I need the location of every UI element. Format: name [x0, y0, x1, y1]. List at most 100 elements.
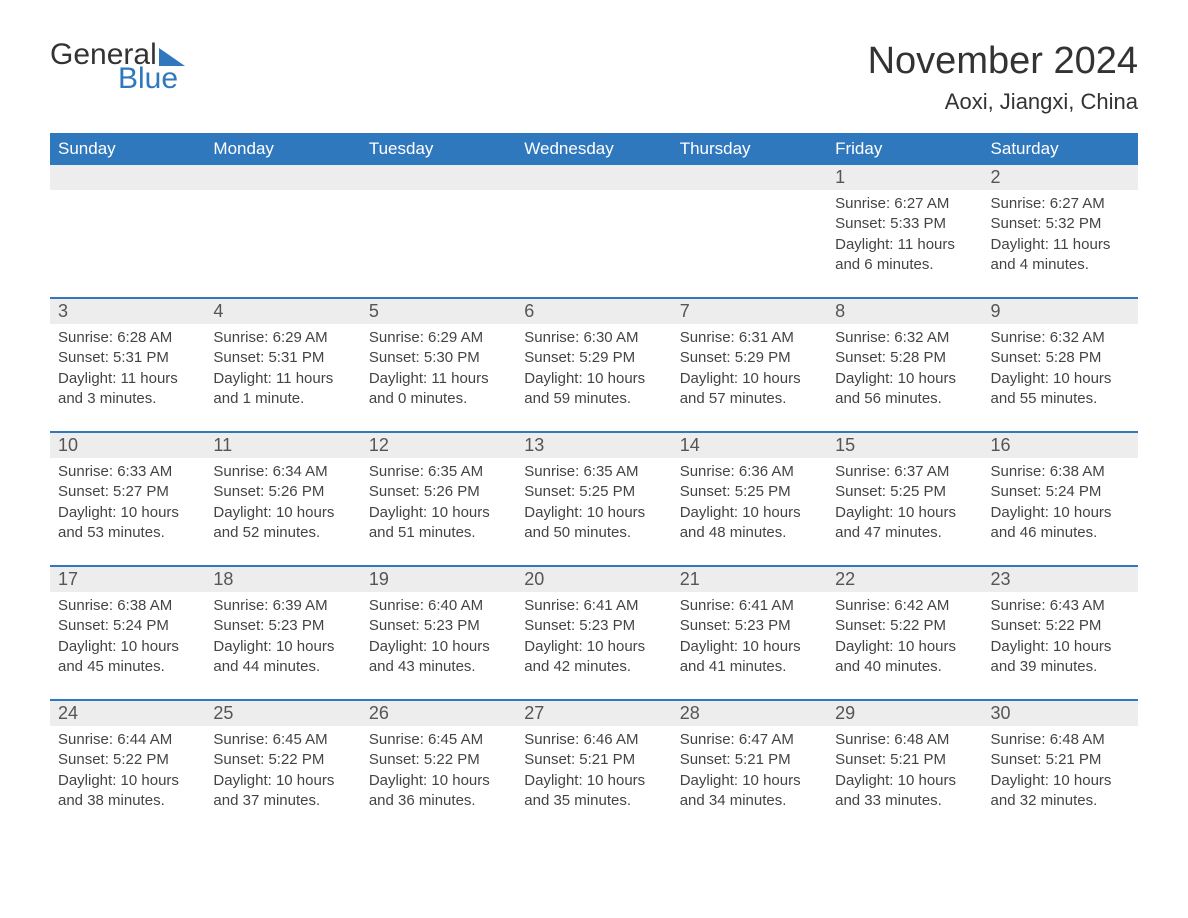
day-number-cell: 24 [50, 700, 205, 726]
sunrise-line: Sunrise: 6:33 AM [58, 462, 197, 482]
sunset-line: Sunset: 5:31 PM [213, 348, 352, 368]
day-number-cell: 3 [50, 298, 205, 324]
sunrise-line: Sunrise: 6:48 AM [991, 730, 1130, 750]
day-number-cell [672, 165, 827, 190]
day-body-cell: Sunrise: 6:29 AMSunset: 5:30 PMDaylight:… [361, 324, 516, 432]
day-body-cell: Sunrise: 6:32 AMSunset: 5:28 PMDaylight:… [827, 324, 982, 432]
daylight-line: Daylight: 10 hours and 44 minutes. [213, 637, 352, 678]
day-body-cell: Sunrise: 6:27 AMSunset: 5:33 PMDaylight:… [827, 190, 982, 298]
sunset-line: Sunset: 5:24 PM [991, 482, 1130, 502]
day-number-cell: 8 [827, 298, 982, 324]
weekday-header: Friday [827, 133, 982, 165]
day-number-cell: 16 [983, 432, 1138, 458]
daylight-line: Daylight: 10 hours and 42 minutes. [524, 637, 663, 678]
sunrise-line: Sunrise: 6:41 AM [524, 596, 663, 616]
day-body-row: Sunrise: 6:44 AMSunset: 5:22 PMDaylight:… [50, 726, 1138, 834]
daylight-line: Daylight: 10 hours and 38 minutes. [58, 771, 197, 812]
daylight-line: Daylight: 10 hours and 47 minutes. [835, 503, 974, 544]
sunset-line: Sunset: 5:21 PM [991, 750, 1130, 770]
weekday-header: Sunday [50, 133, 205, 165]
day-body-cell: Sunrise: 6:46 AMSunset: 5:21 PMDaylight:… [516, 726, 671, 834]
daylight-line: Daylight: 10 hours and 33 minutes. [835, 771, 974, 812]
day-number-cell: 17 [50, 566, 205, 592]
sunrise-line: Sunrise: 6:47 AM [680, 730, 819, 750]
day-number-cell: 15 [827, 432, 982, 458]
sunset-line: Sunset: 5:30 PM [369, 348, 508, 368]
sunrise-line: Sunrise: 6:31 AM [680, 328, 819, 348]
day-number-cell: 25 [205, 700, 360, 726]
day-number-cell: 22 [827, 566, 982, 592]
sunrise-line: Sunrise: 6:30 AM [524, 328, 663, 348]
day-number-cell: 28 [672, 700, 827, 726]
logo-text-blue: Blue [118, 64, 185, 94]
sunrise-line: Sunrise: 6:40 AM [369, 596, 508, 616]
daylight-line: Daylight: 10 hours and 32 minutes. [991, 771, 1130, 812]
sunset-line: Sunset: 5:25 PM [524, 482, 663, 502]
daylight-line: Daylight: 10 hours and 48 minutes. [680, 503, 819, 544]
sunset-line: Sunset: 5:25 PM [680, 482, 819, 502]
daylight-line: Daylight: 10 hours and 37 minutes. [213, 771, 352, 812]
day-body-cell: Sunrise: 6:47 AMSunset: 5:21 PMDaylight:… [672, 726, 827, 834]
weekday-header: Saturday [983, 133, 1138, 165]
daylight-line: Daylight: 10 hours and 45 minutes. [58, 637, 197, 678]
day-body-cell: Sunrise: 6:41 AMSunset: 5:23 PMDaylight:… [672, 592, 827, 700]
day-number-cell: 5 [361, 298, 516, 324]
sunset-line: Sunset: 5:33 PM [835, 214, 974, 234]
day-body-cell: Sunrise: 6:44 AMSunset: 5:22 PMDaylight:… [50, 726, 205, 834]
sunset-line: Sunset: 5:22 PM [213, 750, 352, 770]
day-number-row: 12 [50, 165, 1138, 190]
sunset-line: Sunset: 5:22 PM [58, 750, 197, 770]
day-number-cell: 26 [361, 700, 516, 726]
daylight-line: Daylight: 11 hours and 1 minute. [213, 369, 352, 410]
day-number-row: 17181920212223 [50, 566, 1138, 592]
sunset-line: Sunset: 5:29 PM [680, 348, 819, 368]
daylight-line: Daylight: 10 hours and 36 minutes. [369, 771, 508, 812]
sunset-line: Sunset: 5:28 PM [991, 348, 1130, 368]
month-title: November 2024 [868, 40, 1138, 83]
day-number-cell: 7 [672, 298, 827, 324]
sunrise-line: Sunrise: 6:42 AM [835, 596, 974, 616]
weekday-header-row: SundayMondayTuesdayWednesdayThursdayFrid… [50, 133, 1138, 165]
sunset-line: Sunset: 5:26 PM [213, 482, 352, 502]
sunrise-line: Sunrise: 6:46 AM [524, 730, 663, 750]
day-body-cell: Sunrise: 6:34 AMSunset: 5:26 PMDaylight:… [205, 458, 360, 566]
day-body-cell: Sunrise: 6:38 AMSunset: 5:24 PMDaylight:… [50, 592, 205, 700]
day-body-cell: Sunrise: 6:31 AMSunset: 5:29 PMDaylight:… [672, 324, 827, 432]
day-body-cell: Sunrise: 6:41 AMSunset: 5:23 PMDaylight:… [516, 592, 671, 700]
daylight-line: Daylight: 10 hours and 53 minutes. [58, 503, 197, 544]
day-number-cell: 6 [516, 298, 671, 324]
day-body-cell: Sunrise: 6:35 AMSunset: 5:26 PMDaylight:… [361, 458, 516, 566]
day-body-cell: Sunrise: 6:27 AMSunset: 5:32 PMDaylight:… [983, 190, 1138, 298]
day-body-cell: Sunrise: 6:39 AMSunset: 5:23 PMDaylight:… [205, 592, 360, 700]
day-number-cell: 1 [827, 165, 982, 190]
day-number-cell: 2 [983, 165, 1138, 190]
sunrise-line: Sunrise: 6:38 AM [58, 596, 197, 616]
day-number-cell [205, 165, 360, 190]
sunrise-line: Sunrise: 6:41 AM [680, 596, 819, 616]
sunrise-line: Sunrise: 6:27 AM [835, 194, 974, 214]
day-number-cell: 30 [983, 700, 1138, 726]
day-body-cell: Sunrise: 6:43 AMSunset: 5:22 PMDaylight:… [983, 592, 1138, 700]
weekday-header: Tuesday [361, 133, 516, 165]
day-body-row: Sunrise: 6:28 AMSunset: 5:31 PMDaylight:… [50, 324, 1138, 432]
day-number-cell: 19 [361, 566, 516, 592]
sunrise-line: Sunrise: 6:39 AM [213, 596, 352, 616]
daylight-line: Daylight: 10 hours and 41 minutes. [680, 637, 819, 678]
sunrise-line: Sunrise: 6:36 AM [680, 462, 819, 482]
location: Aoxi, Jiangxi, China [868, 89, 1138, 115]
daylight-line: Daylight: 10 hours and 52 minutes. [213, 503, 352, 544]
day-body-cell [361, 190, 516, 298]
day-body-cell: Sunrise: 6:36 AMSunset: 5:25 PMDaylight:… [672, 458, 827, 566]
day-body-cell [205, 190, 360, 298]
sunset-line: Sunset: 5:27 PM [58, 482, 197, 502]
day-number-row: 10111213141516 [50, 432, 1138, 458]
day-body-cell: Sunrise: 6:48 AMSunset: 5:21 PMDaylight:… [983, 726, 1138, 834]
day-number-row: 24252627282930 [50, 700, 1138, 726]
sunrise-line: Sunrise: 6:38 AM [991, 462, 1130, 482]
title-block: November 2024 Aoxi, Jiangxi, China [868, 40, 1138, 115]
sunrise-line: Sunrise: 6:37 AM [835, 462, 974, 482]
sunset-line: Sunset: 5:25 PM [835, 482, 974, 502]
sunset-line: Sunset: 5:21 PM [835, 750, 974, 770]
sunrise-line: Sunrise: 6:43 AM [991, 596, 1130, 616]
sunrise-line: Sunrise: 6:27 AM [991, 194, 1130, 214]
